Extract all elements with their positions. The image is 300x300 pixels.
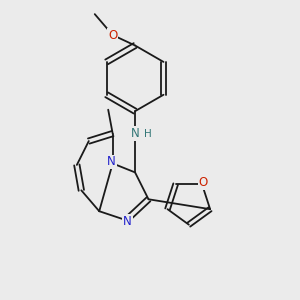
- Text: H: H: [144, 129, 152, 139]
- Text: N: N: [107, 155, 116, 168]
- Text: N: N: [131, 127, 140, 140]
- Text: N: N: [123, 215, 132, 228]
- Text: O: O: [108, 28, 117, 41]
- Text: O: O: [199, 176, 208, 189]
